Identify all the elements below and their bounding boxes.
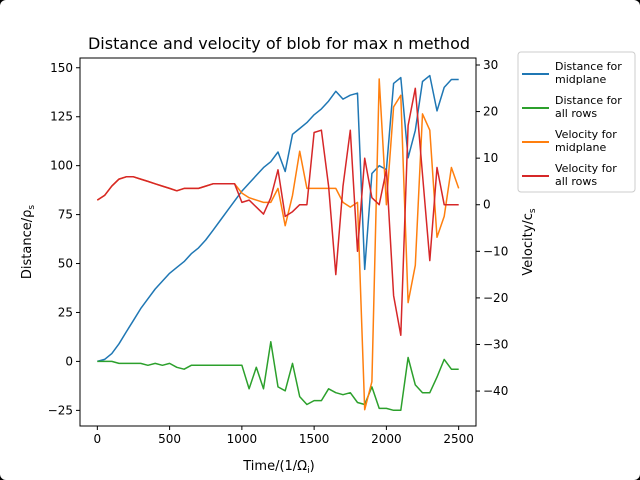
plot-area — [96, 74, 460, 412]
y-left-tick-label: −25 — [48, 403, 73, 417]
y-left-tick-label: 150 — [50, 61, 73, 75]
chart-title: Distance and velocity of blob for max n … — [88, 34, 470, 53]
legend-label: Velocity for all rows — [555, 162, 617, 188]
x-tick-label: 500 — [158, 432, 181, 446]
x-tick-label: 1500 — [299, 432, 330, 446]
legend-label: Distance for midplane — [555, 60, 622, 86]
series-line-0 — [97, 74, 459, 363]
y-left-tick-label: 50 — [58, 257, 73, 271]
y-right-tick-label: 0 — [483, 198, 491, 212]
x-tick-label: 2000 — [371, 432, 402, 446]
y-right-tick-label: 30 — [483, 58, 498, 72]
y-left-tick-label: 0 — [65, 354, 73, 368]
y-left-tick-label: 75 — [58, 208, 73, 222]
legend: Distance for midplane Distance for all rows… — [517, 51, 636, 193]
x-tick-label: 2500 — [443, 432, 474, 446]
x-tick-label: 0 — [94, 432, 102, 446]
x-axis-label: Time/(1/Ωi) — [242, 459, 314, 476]
y-axis-label-left: Distance/ρs — [20, 205, 37, 279]
plot-frame — [79, 57, 477, 427]
y-right-tick-label: 10 — [483, 151, 498, 165]
y-left-tick-label: 25 — [58, 305, 73, 319]
y-right-tick-label: −40 — [483, 384, 508, 398]
y-right-tick-label: −10 — [483, 244, 508, 258]
y-right-tick-label: 20 — [483, 105, 498, 119]
axes: 0 500 1000 1500 2000 2500−250255075100125150−… — [48, 57, 508, 446]
y-right-tick-label: −20 — [483, 291, 508, 305]
x-tick-label: 1000 — [227, 432, 258, 446]
y-right-tick-label: −30 — [483, 337, 508, 351]
y-left-tick-label: 100 — [50, 159, 73, 173]
y-left-tick-label: 125 — [50, 110, 73, 124]
legend-box — [517, 51, 636, 193]
legend-label: Velocity for midplane — [555, 128, 617, 154]
y-axis-label-right: Velocity/cs — [521, 208, 538, 276]
legend-label: Distance for all rows — [555, 94, 622, 120]
series-line-1 — [97, 341, 459, 412]
series-line-3 — [96, 87, 459, 336]
